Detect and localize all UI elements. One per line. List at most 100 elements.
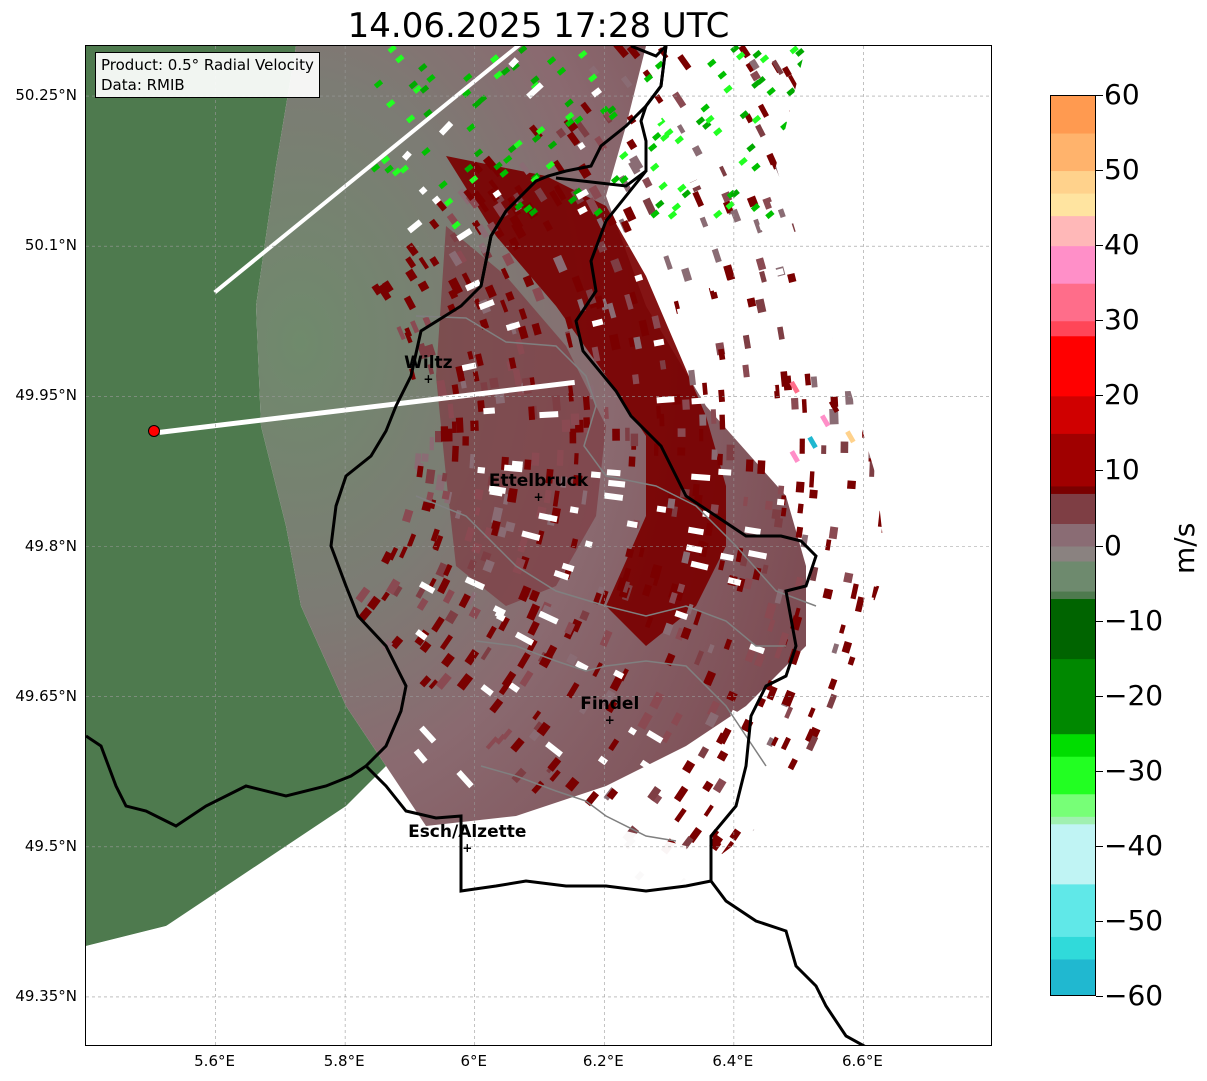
velocity-bin — [500, 267, 510, 280]
velocity-bin — [693, 610, 702, 626]
no-echo-gap — [508, 57, 520, 69]
no-echo-gap — [431, 195, 442, 205]
velocity-bin — [612, 428, 620, 441]
colorbar-segment — [1051, 171, 1095, 195]
velocity-bin — [566, 131, 581, 147]
velocity-bin — [486, 625, 497, 640]
colorbar-segment — [1051, 591, 1095, 600]
velocity-bin — [531, 780, 545, 794]
velocity-bin — [498, 616, 510, 632]
velocity-bin — [463, 73, 473, 83]
velocity-bin — [476, 224, 490, 239]
velocity-bin — [401, 508, 414, 523]
velocity-bin — [594, 135, 608, 151]
no-echo-gap — [508, 682, 520, 693]
colorbar-tick-label: −40 — [1104, 828, 1164, 862]
velocity-bin — [568, 392, 574, 402]
no-echo-gap — [505, 321, 521, 332]
velocity-bin — [547, 140, 558, 150]
velocity-bin — [642, 584, 652, 597]
velocity-bin — [441, 472, 448, 482]
velocity-bin — [791, 397, 799, 410]
colorbar-tick-label: −50 — [1104, 903, 1164, 937]
velocity-bin — [430, 528, 440, 542]
velocity-bin — [404, 327, 413, 338]
velocity-bin — [697, 746, 710, 759]
lat-tick-label: 49.8°N — [24, 536, 77, 555]
no-echo-gap — [769, 268, 785, 278]
velocity-bin — [715, 732, 727, 745]
colorbar-tick-label: 50 — [1104, 153, 1140, 187]
velocity-bin — [523, 201, 539, 220]
velocity-bin — [628, 337, 635, 348]
velocity-bin — [513, 139, 523, 149]
radar-site-marker[interactable] — [147, 425, 160, 438]
data-source-label: Data: RMIB — [101, 76, 185, 94]
country-border — [86, 46, 668, 828]
velocity-bin — [403, 295, 416, 311]
colorbar-tick-mark — [1096, 545, 1103, 547]
colorbar-tick-mark — [1096, 845, 1103, 847]
no-echo-gap — [757, 385, 776, 393]
velocity-bin — [655, 199, 665, 209]
velocity-bin — [797, 503, 804, 514]
colorbar-segment — [1051, 193, 1095, 217]
radar-spoke — [159, 379, 575, 435]
no-echo-gap — [626, 520, 638, 529]
velocity-bin — [416, 465, 424, 478]
city-marker-icon: + — [462, 840, 473, 855]
colorbar-segment — [1051, 133, 1095, 172]
velocity-bin — [448, 277, 463, 296]
velocity-bin — [840, 441, 849, 454]
velocity-bin — [451, 421, 457, 433]
lat-tick-label: 49.65°N — [15, 686, 77, 705]
velocity-bin — [663, 255, 673, 271]
velocity-bin — [446, 428, 453, 442]
velocity-bin — [698, 541, 709, 558]
velocity-bin — [759, 54, 770, 64]
velocity-bin — [561, 419, 571, 432]
velocity-bin — [854, 596, 865, 613]
no-echo-gap — [747, 550, 768, 560]
no-echo-gap — [526, 82, 544, 100]
velocity-bin — [716, 750, 729, 762]
velocity-bin — [406, 533, 417, 548]
velocity-bin — [649, 691, 665, 710]
no-echo-gap — [728, 410, 736, 417]
radar-map[interactable] — [85, 45, 992, 1046]
velocity-bin — [381, 591, 390, 602]
velocity-bin — [493, 161, 503, 171]
no-echo-gap — [790, 253, 803, 263]
velocity-bin — [681, 267, 693, 282]
velocity-bin — [422, 316, 432, 327]
velocity-bin — [565, 332, 573, 348]
no-echo-gap — [418, 186, 428, 196]
velocity-bin — [705, 522, 714, 537]
no-echo-region — [86, 826, 726, 1045]
velocity-bin — [745, 61, 757, 73]
colorbar-tick-mark — [1096, 395, 1103, 397]
velocity-bin — [729, 828, 742, 841]
velocity-bin — [822, 588, 834, 600]
velocity-bin — [510, 737, 525, 753]
velocity-bin — [552, 395, 561, 411]
colorbar-segment — [1051, 546, 1095, 563]
no-echo-gap — [656, 396, 675, 404]
velocity-bin — [574, 115, 584, 125]
country-border — [479, 210, 508, 287]
velocity-bin — [670, 712, 683, 726]
velocity-bin — [436, 379, 448, 397]
colorbar-unit-label: m/s — [1168, 522, 1201, 574]
colorbar-segment — [1051, 756, 1095, 795]
velocity-bin — [387, 46, 397, 54]
velocity-bin — [707, 644, 715, 654]
velocity-bin — [780, 736, 791, 751]
colorbar-segment — [1051, 336, 1095, 397]
velocity-bin — [466, 591, 477, 606]
no-echo-gap — [613, 669, 625, 680]
velocity-bin — [831, 643, 840, 654]
velocity-bin — [385, 578, 401, 595]
no-echo-gap — [634, 273, 644, 282]
no-echo-gap — [483, 407, 496, 415]
velocity-bin — [461, 272, 473, 287]
